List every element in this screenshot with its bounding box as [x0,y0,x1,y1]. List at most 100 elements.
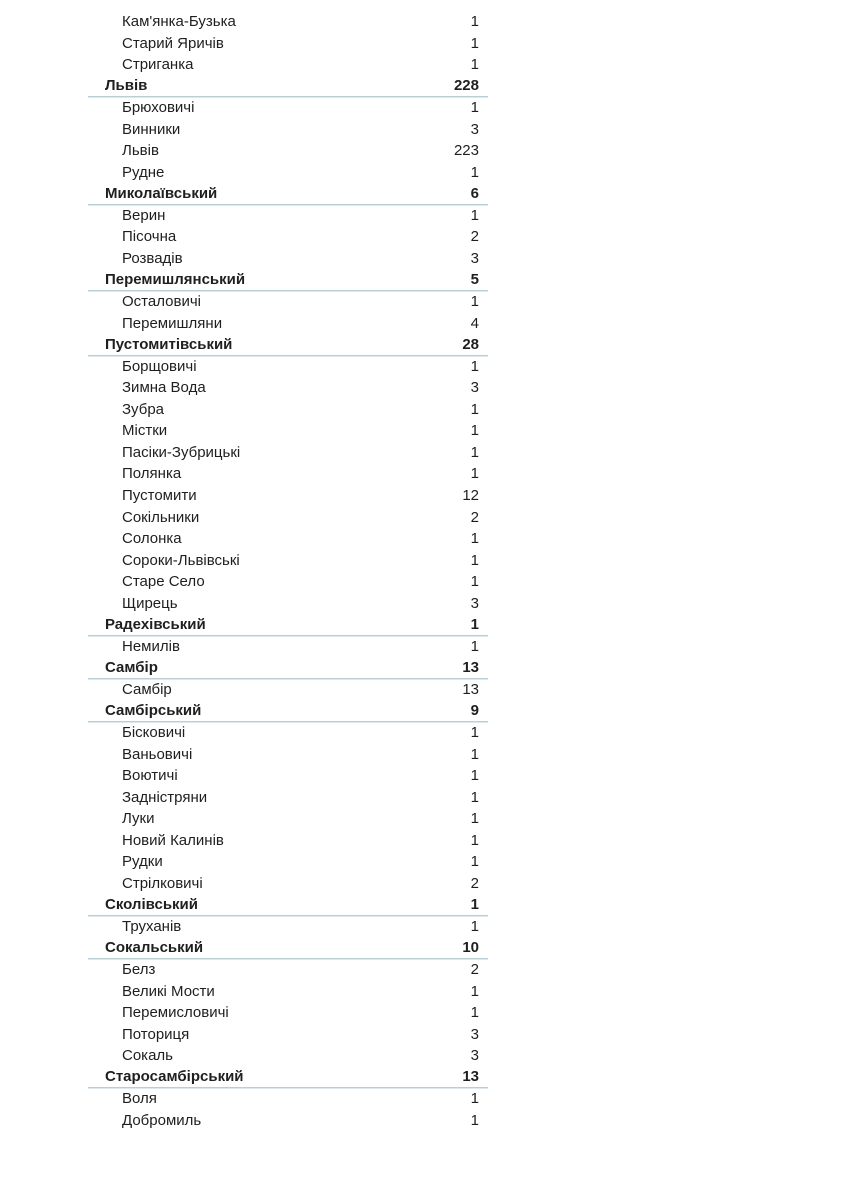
settlement-count: 1 [470,13,479,30]
settlement-count: 1 [470,99,479,117]
settlement-name: Миколаївський [105,184,218,202]
settlement-name: Воютичі [122,767,178,785]
table-row: Сороки-Львівські 1 [88,550,488,572]
table-row: Задністряни 1 [88,787,488,809]
settlement-name: Старий Яричів [122,34,224,52]
settlement-name: Поториця [122,1025,190,1043]
settlement-name: Борщовичі [122,357,197,375]
settlement-name: Верин [122,206,166,224]
settlement-count: 2 [470,961,479,979]
settlement-name: Ваньовичі [122,745,193,763]
settlement-count: 1 [470,1004,479,1022]
settlement-name: Щирець [122,594,178,612]
settlement-count: 3 [470,120,479,138]
settlement-count: 1 [470,293,479,311]
settlement-count: 1 [470,530,479,548]
settlement-count: 13 [462,658,479,676]
settlements-table: Кам'янка-Бузька 1 Старий Яричів 1 Стрига… [88,11,488,1131]
settlement-name: Великі Мости [122,982,215,1000]
settlement-count: 1 [470,831,479,849]
settlement-name: Перемишляни [122,314,223,332]
settlement-name: Бісковичі [122,724,186,742]
settlement-count: 3 [470,1025,479,1043]
table-row: Воютичі 1 [88,765,488,787]
settlement-count: 223 [453,142,479,160]
table-row: Щирець 3 [88,593,488,615]
table-row: Луки 1 [88,808,488,830]
settlement-count: 3 [470,379,479,397]
settlement-count: 3 [470,594,479,612]
table-row: Сокільники 2 [88,507,488,529]
settlement-count: 1 [470,443,479,461]
settlement-count: 9 [470,702,479,719]
table-row: Рудне 1 [88,162,488,184]
settlement-name: Осталовичі [122,293,201,311]
table-row: Брюховичі 1 [88,97,488,119]
table-row: Містки 1 [88,420,488,442]
settlement-name: Брюховичі [122,99,195,117]
table-row: Солонка 1 [88,528,488,550]
settlement-count: 3 [470,250,479,268]
table-row: Пісочна 2 [88,226,488,248]
settlement-name: Пустомитівський [105,335,233,353]
settlement-name: Белз [122,961,156,979]
settlement-name: Полянка [122,465,182,483]
settlement-count: 1 [470,788,479,806]
table-row: Зубра 1 [88,399,488,421]
settlement-count: 1 [470,400,479,418]
settlement-count: 1 [470,422,479,440]
settlement-name: Задністряни [122,788,208,806]
settlement-count: 1 [470,163,479,181]
table-row: Воля 1 [88,1088,488,1110]
table-row: Белз 2 [88,959,488,981]
settlement-name: Радехівський [105,615,206,633]
table-row: Кам'янка-Бузька 1 [88,11,488,33]
table-row: Полянка 1 [88,463,488,485]
settlement-count: 1 [470,573,479,591]
table-row: Пустомити 12 [88,485,488,507]
table-row: Пасіки-Зубрицькі 1 [88,442,488,464]
settlement-count: 2 [470,508,479,526]
settlement-count: 1 [470,895,479,913]
settlement-count: 1 [470,615,479,633]
settlement-name: Перемисловичі [122,1004,229,1022]
settlement-name: Старе Село [122,573,205,591]
table-row: Труханів 1 [88,916,488,938]
table-row: Винники 3 [88,119,488,141]
table-row: Великі Мости 1 [88,981,488,1003]
table-row: Львів 223 [88,140,488,162]
settlement-count: 1 [470,637,479,655]
settlement-count: 1 [470,853,479,871]
table-row: Миколаївський 6 [88,183,488,205]
settlement-name: Немилів [122,637,180,655]
settlement-count: 5 [470,271,479,289]
settlement-count: 1 [470,810,479,828]
settlement-count: 1 [470,551,479,569]
settlement-count: 1 [470,34,479,52]
settlement-count: 1 [470,745,479,763]
table-row: Ваньовичі 1 [88,744,488,766]
settlement-count: 1 [470,357,479,375]
table-row: Бісковичі 1 [88,722,488,744]
settlement-count: 1 [470,56,479,74]
settlement-count: 2 [470,228,479,246]
settlement-count: 4 [470,314,479,332]
settlement-count: 2 [470,874,479,892]
table-row: Осталовичі 1 [88,291,488,313]
table-row: Старе Село 1 [88,571,488,593]
settlement-count: 13 [462,1068,479,1086]
table-row: Верин 1 [88,205,488,227]
settlement-name: Стриганка [122,56,194,74]
settlement-count: 1 [470,1111,479,1129]
settlement-name: Труханів [122,917,182,935]
settlement-name: Самбір [105,658,158,676]
settlement-count: 1 [470,206,479,224]
settlement-name: Рудки [122,853,163,871]
settlement-name: Сколівський [105,895,198,913]
settlement-count: 228 [453,77,479,95]
settlement-count: 1 [470,1090,479,1108]
table-row: Перемисловичі 1 [88,1002,488,1024]
table-row: Самбір 13 [88,657,488,679]
settlement-name: Старосамбірський [105,1068,244,1086]
settlement-name: Зубра [122,400,165,418]
